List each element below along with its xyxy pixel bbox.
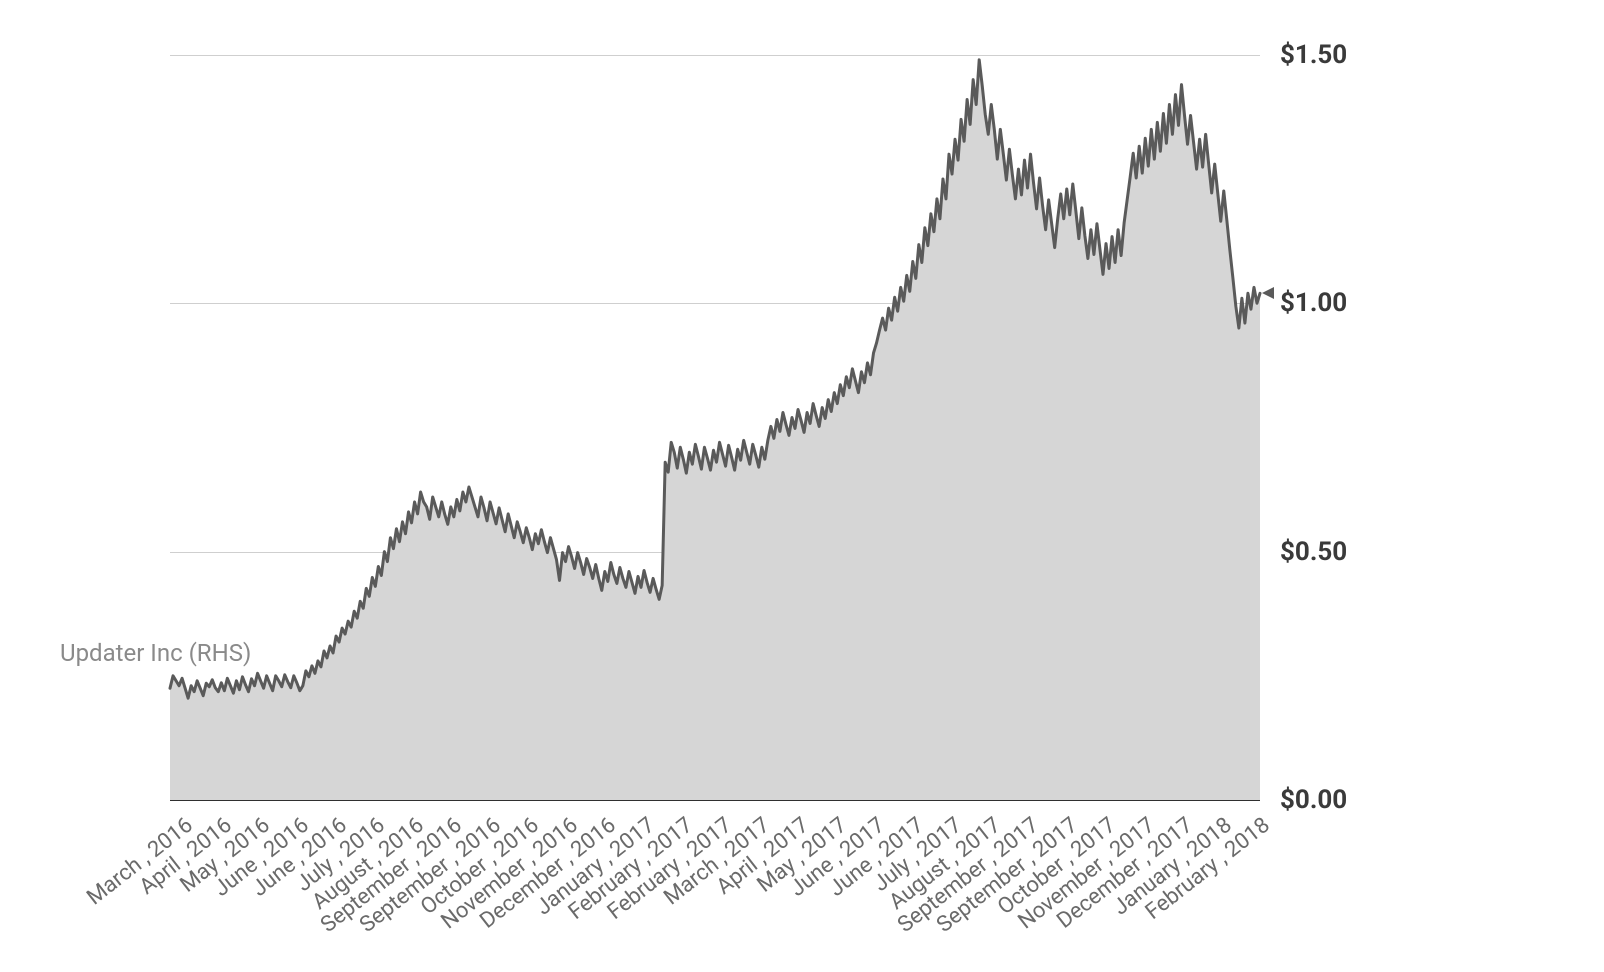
y-axis-tick-label: $0.00	[1280, 785, 1347, 815]
area-fill	[170, 60, 1260, 800]
price-series	[170, 30, 1260, 800]
stock-price-chart: $0.00$0.50$1.00$1.50Updater Inc (RHS) Ma…	[0, 0, 1604, 972]
y-axis-tick-label: $1.00	[1280, 288, 1347, 318]
y-axis-tick-label: $0.50	[1280, 537, 1347, 567]
last-value-marker-icon	[1262, 285, 1276, 301]
y-axis-tick-label: $1.50	[1280, 40, 1347, 70]
plot-area: $0.00$0.50$1.00$1.50Updater Inc (RHS)	[170, 30, 1260, 800]
series-label: Updater Inc (RHS)	[60, 639, 251, 667]
